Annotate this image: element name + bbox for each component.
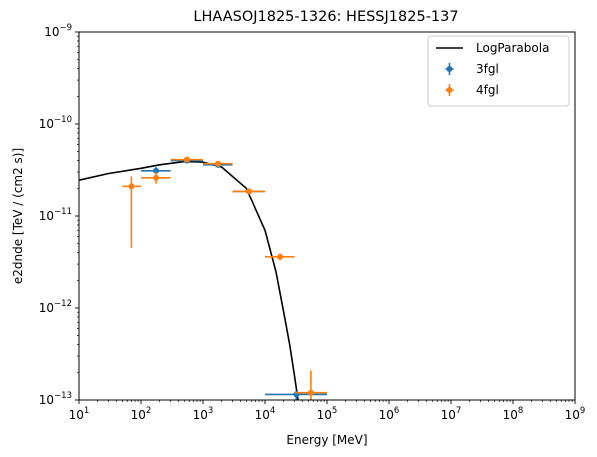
x-axis: 101 102 103 104 105 106 107 108 109 — [69, 400, 586, 422]
data-point — [184, 157, 190, 163]
y-tick-label: 10−11 — [39, 207, 72, 223]
x-tick-label: 102 — [131, 406, 152, 422]
y-axis: 10−13 10−12 10−11 10−10 10−9 — [39, 23, 79, 407]
x-tick-label: 101 — [69, 406, 90, 422]
x-tick-label: 103 — [193, 406, 214, 422]
y-tick-label: 10−10 — [39, 115, 72, 131]
data-point — [153, 175, 159, 181]
x-tick-label: 106 — [379, 406, 400, 422]
chart-title: LHAASOJ1825-1326: HESSJ1825-137 — [193, 9, 458, 25]
x-tick-label: 107 — [441, 406, 462, 422]
y-axis-label: e2dnde [TeV / (cm2 s)] — [11, 148, 25, 284]
data-point — [215, 161, 221, 167]
series-3fgl — [141, 158, 327, 400]
x-tick-label: 108 — [503, 406, 524, 422]
plot-area — [79, 157, 327, 400]
series-line-logparabola — [79, 162, 298, 400]
x-tick-label: 105 — [317, 406, 338, 422]
y-tick-label: 10−9 — [44, 23, 72, 39]
x-axis-label: Energy [MeV] — [286, 433, 367, 447]
x-tick-label: 109 — [565, 406, 586, 422]
legend-label: 4fgl — [476, 83, 499, 97]
legend-marker — [447, 87, 453, 93]
legend-label: LogParabola — [476, 41, 549, 55]
legend: LogParabola 3fgl 4fgl — [428, 36, 569, 106]
series-4fgl — [122, 157, 327, 400]
legend-marker — [447, 66, 453, 72]
data-point — [277, 254, 283, 260]
x-tick-label: 104 — [255, 406, 276, 422]
data-point — [246, 188, 252, 194]
y-tick-label: 10−13 — [39, 391, 72, 407]
data-point — [308, 390, 314, 396]
legend-label: 3fgl — [476, 62, 499, 76]
y-tick-label: 10−12 — [39, 299, 72, 315]
data-point — [128, 183, 134, 189]
